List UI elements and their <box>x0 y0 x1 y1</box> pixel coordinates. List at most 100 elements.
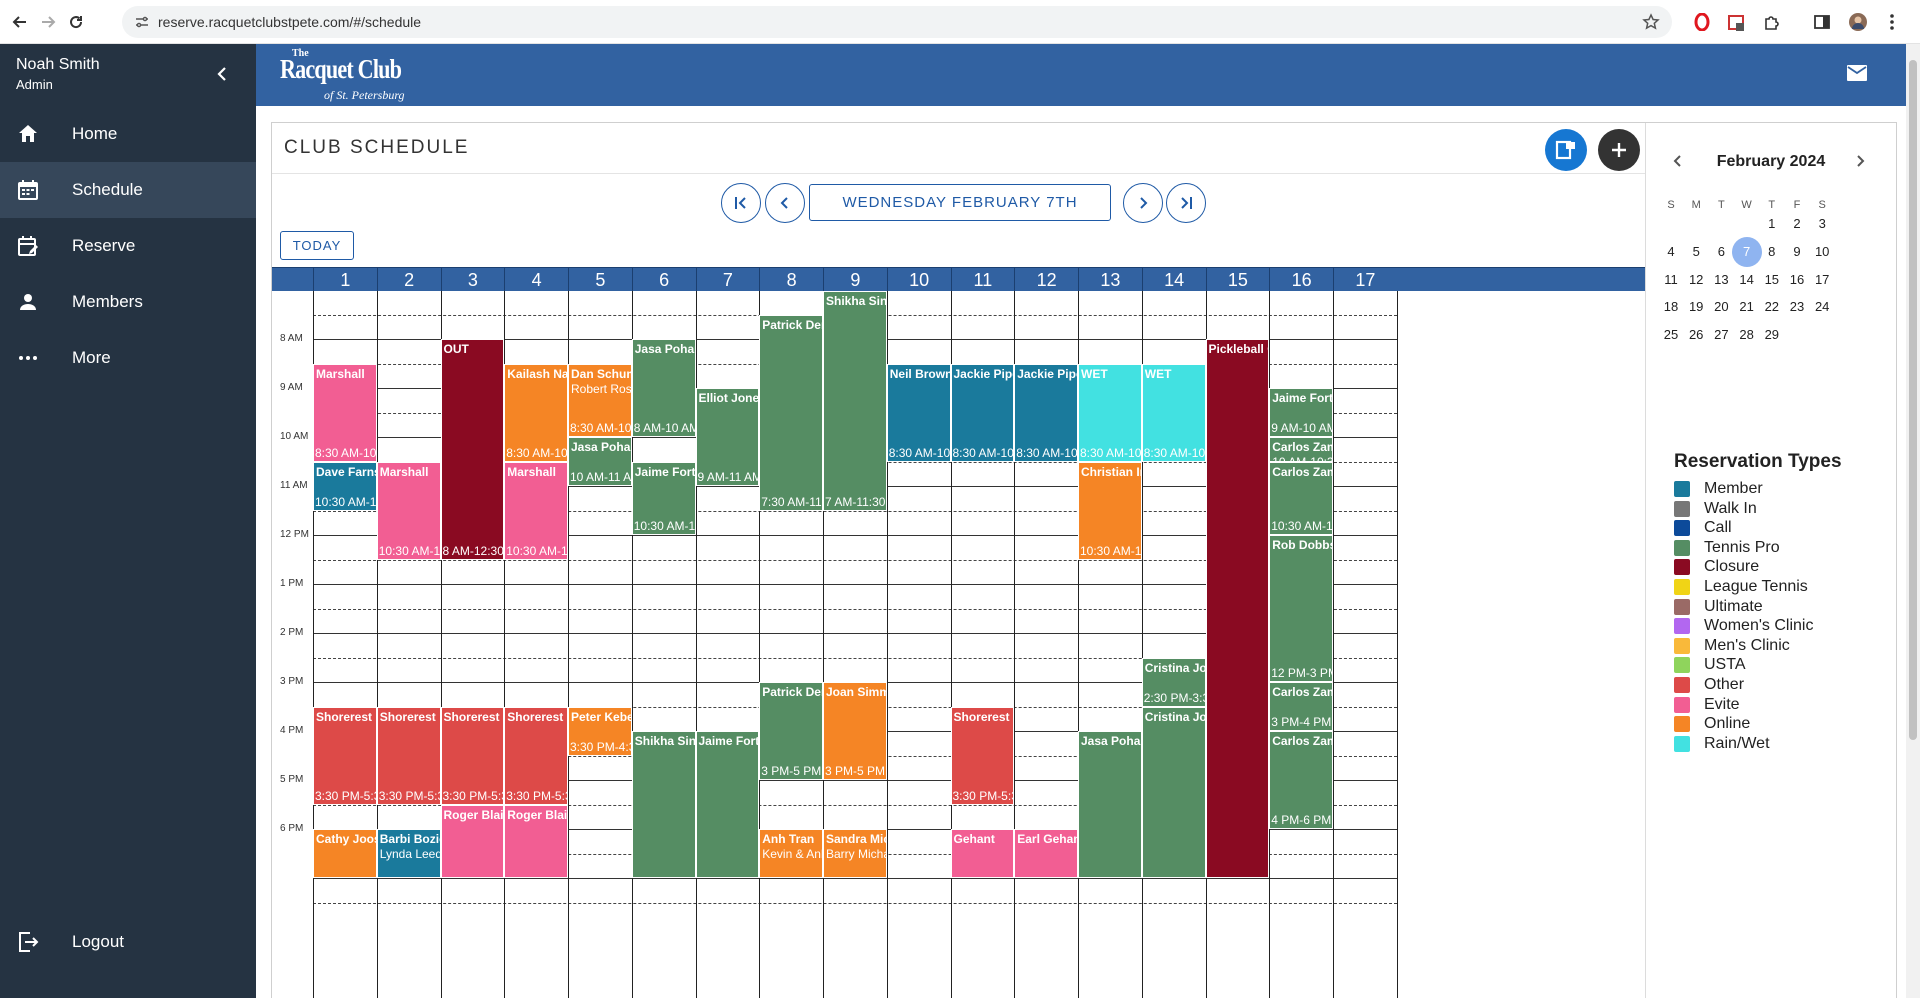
reservation-block[interactable]: Jasa Pohara 10 AM-11 AM <box>568 437 632 486</box>
reservation-block[interactable]: Christian Ime 10:30 AM-12:3 <box>1078 461 1142 560</box>
calendar-day-8[interactable]: 8 <box>1768 243 1776 259</box>
calendar-day-28[interactable]: 28 <box>1739 327 1754 343</box>
reservation-block[interactable]: Jasa Pohara <box>1078 731 1142 878</box>
scrollbar-thumb[interactable] <box>1909 60 1917 740</box>
calendar-day-21[interactable]: 21 <box>1739 299 1754 315</box>
reservation-block[interactable]: Marshall 8:30 AM-10:30 <box>313 363 377 462</box>
reservation-block[interactable]: Peter Keber 3:30 PM-4:30 <box>568 706 632 756</box>
mail-icon[interactable] <box>1846 64 1868 87</box>
reservation-block[interactable]: Jaime Fortun 9 AM-10 AM <box>1269 388 1333 437</box>
reservation-block[interactable]: Sandra MichaBarry Michael <box>823 829 887 878</box>
today-button[interactable]: TODAY <box>280 231 354 260</box>
calendar-day-25[interactable]: 25 <box>1663 327 1679 343</box>
reservation-block[interactable]: Jasa Pohara 8 AM-10 AM <box>631 339 696 437</box>
calendar-day-22[interactable]: 22 <box>1764 299 1780 315</box>
reservation-block[interactable]: WET 8:30 AM-10:30 <box>1078 363 1142 462</box>
calendar-day-5[interactable]: 5 <box>1692 243 1700 259</box>
reservation-block[interactable]: Shikha Singh <box>631 731 696 878</box>
previous-day-button[interactable] <box>765 183 805 223</box>
reservation-block[interactable]: Carlos Zamb 10:30 AM-12 I <box>1269 461 1333 535</box>
calendar-day-11[interactable]: 11 <box>1664 271 1678 287</box>
page-scrollbar[interactable] <box>1906 44 1920 998</box>
reservation-block[interactable]: Rob Dobbs 12 PM-3 PM <box>1269 535 1333 682</box>
reservation-block[interactable]: Cristina Johr 2:30 PM-3:30 <box>1141 657 1206 707</box>
site-info-icon[interactable] <box>134 14 150 33</box>
calendar-extension-icon[interactable] <box>1724 10 1748 34</box>
reservation-block[interactable]: Shorerest 3:30 PM-5:30 <box>376 706 441 805</box>
current-date-label[interactable]: WEDNESDAY FEBRUARY 7TH <box>809 184 1111 221</box>
reservation-block[interactable]: Gehant <box>950 829 1015 878</box>
calendar-day-15[interactable]: 15 <box>1764 271 1780 287</box>
last-day-button[interactable] <box>1166 183 1206 223</box>
collapse-sidebar-icon[interactable] <box>212 64 232 84</box>
extensions-puzzle-icon[interactable] <box>1760 10 1784 34</box>
calendar-day-16[interactable]: 16 <box>1789 271 1805 287</box>
reservation-block[interactable]: Neil Brown 8:30 AM-10:30 <box>886 363 951 462</box>
calendar-day-7[interactable]: 7 <box>1731 236 1762 267</box>
reload-icon[interactable] <box>64 10 88 34</box>
reservation-block[interactable]: Marshall 10:30 AM-12:3 <box>376 461 441 560</box>
reservation-block[interactable]: Patrick Derr 3 PM-5 PM <box>759 682 823 780</box>
reservation-block[interactable]: Patrick Derr 7:30 AM-11:30 <box>759 314 823 511</box>
calendar-day-9[interactable]: 9 <box>1793 243 1801 259</box>
address-bar[interactable]: reserve.racquetclubstpete.com/#/schedule <box>122 6 1672 38</box>
reservation-block[interactable]: Shorerest 3:30 PM-5:30 <box>440 706 505 805</box>
reservation-block[interactable]: Cathy Jooste <box>313 829 377 878</box>
reservation-block[interactable]: Roger Blair <box>504 804 568 878</box>
calendar-day-13[interactable]: 13 <box>1714 271 1729 287</box>
forward-icon[interactable] <box>36 10 60 34</box>
reservation-block[interactable]: Carlos Zamb 3 PM-4 PM <box>1269 682 1333 731</box>
reservation-block[interactable]: Joan Simmo 3 PM-5 PM <box>823 682 887 780</box>
browser-menu-icon[interactable] <box>1880 10 1904 34</box>
next-day-button[interactable] <box>1123 183 1163 223</box>
reservation-block[interactable]: Marshall 10:30 AM-12:3 <box>504 461 568 560</box>
reservation-block[interactable]: Pickleball Co <box>1205 339 1270 878</box>
reservation-block[interactable]: Shikha Singh 7 AM-11:30 AM <box>823 291 887 511</box>
back-icon[interactable] <box>8 10 32 34</box>
first-day-button[interactable] <box>721 183 761 223</box>
calendar-day-12[interactable]: 12 <box>1688 271 1704 287</box>
calendar-day-14[interactable]: 14 <box>1739 271 1754 287</box>
reservation-block[interactable]: Shorerest 3:30 PM-5:30 <box>313 706 377 805</box>
calendar-day-18[interactable]: 18 <box>1663 299 1679 315</box>
toggle-view-button[interactable] <box>1545 129 1587 171</box>
opera-extension-icon[interactable] <box>1690 10 1714 34</box>
reservation-block[interactable]: Kailash Nara 8:30 AM-10:30 <box>504 363 568 462</box>
reservation-block[interactable]: Dave Farnsw 10:30 AM-11:3 <box>313 461 377 511</box>
add-reservation-button[interactable] <box>1598 129 1640 171</box>
reservation-block[interactable]: Dan SchumaRobert Rosen 8:30 AM-10 AI <box>568 363 632 437</box>
reservation-block[interactable]: Jackie Piper 8:30 AM-10:30 <box>1014 363 1078 462</box>
reservation-block[interactable]: Cristina Johr <box>1141 706 1206 878</box>
reservation-block[interactable]: Elliot Jones 9 AM-11 AM <box>695 388 760 486</box>
calendar-day-19[interactable]: 19 <box>1688 299 1704 315</box>
reservation-block[interactable]: Jackie Piper 8:30 AM-10:30 <box>950 363 1015 462</box>
reservation-block[interactable]: Jaime Fortu 10:30 AM-12 F <box>631 461 696 535</box>
profile-avatar-icon[interactable] <box>1846 10 1870 34</box>
sidebar-item-logout[interactable]: Logout <box>0 914 256 970</box>
calendar-day-23[interactable]: 23 <box>1789 299 1805 315</box>
reservation-block[interactable]: Roger Blair <box>440 804 505 878</box>
previous-month-icon[interactable] <box>1668 151 1688 171</box>
reservation-block[interactable]: Jaime Fortu <box>695 731 760 878</box>
calendar-day-6[interactable]: 6 <box>1717 243 1725 259</box>
calendar-day-24[interactable]: 24 <box>1814 299 1830 315</box>
reservation-block[interactable]: Carlos Zamb10 AM-10:30 A <box>1269 437 1333 462</box>
calendar-day-29[interactable]: 29 <box>1764 327 1780 343</box>
sidebar-item-members[interactable]: Members <box>0 274 256 330</box>
calendar-day-3[interactable]: 3 <box>1818 216 1826 231</box>
calendar-day-10[interactable]: 10 <box>1814 243 1830 259</box>
calendar-day-26[interactable]: 26 <box>1688 327 1704 343</box>
reservation-block[interactable]: OUT 8 AM-12:30 PI <box>440 339 505 560</box>
calendar-day-20[interactable]: 20 <box>1714 299 1729 315</box>
calendar-day-2[interactable]: 2 <box>1793 216 1801 231</box>
next-month-icon[interactable] <box>1850 151 1870 171</box>
bookmark-star-icon[interactable] <box>1642 13 1660 34</box>
calendar-day-17[interactable]: 17 <box>1814 271 1830 287</box>
reservation-block[interactable]: Barbi BozichLynda Leedy <box>376 829 441 878</box>
side-panel-icon[interactable] <box>1810 10 1834 34</box>
sidebar-item-schedule[interactable]: Schedule <box>0 162 256 218</box>
reservation-block[interactable]: Earl Gehant <box>1014 829 1078 878</box>
reservation-block[interactable]: Shorerest 3:30 PM-5:30 <box>950 706 1015 805</box>
reservation-block[interactable]: Shorerest 3:30 PM-5:30 <box>504 706 568 805</box>
